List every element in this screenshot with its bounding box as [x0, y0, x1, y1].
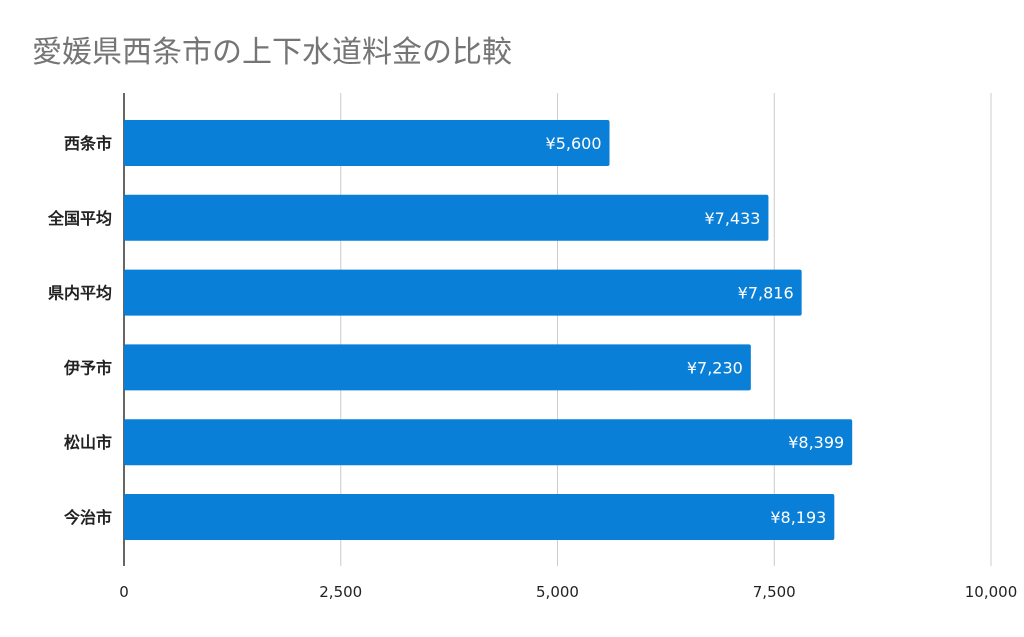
data-label: ¥8,399 [788, 433, 844, 452]
bar [124, 269, 802, 316]
data-label: ¥7,433 [704, 209, 760, 228]
x-tick-label: 5,000 [536, 583, 579, 601]
x-tick-label: 2,500 [319, 583, 362, 601]
x-tick-label: 0 [119, 583, 129, 601]
y-category-label: 伊予市 [63, 358, 112, 377]
chart-title: 愛媛県西条市の上下水道料金の比較 [32, 35, 512, 70]
y-category-label: 今治市 [63, 508, 112, 527]
y-category-label: 全国平均 [47, 209, 112, 228]
y-category-label: 県内平均 [48, 284, 112, 303]
data-label: ¥7,816 [738, 284, 794, 303]
bar [124, 344, 751, 391]
data-label: ¥7,230 [687, 358, 743, 377]
x-tick-label: 10,000 [965, 583, 1018, 601]
x-tick-label: 7,500 [753, 583, 796, 601]
bar [124, 419, 853, 466]
bar [124, 194, 769, 241]
y-category-label: 松山市 [64, 433, 112, 452]
bar [124, 120, 610, 166]
data-label: ¥5,600 [546, 134, 602, 153]
bar [124, 494, 835, 540]
data-label: ¥8,193 [770, 508, 826, 527]
y-category-label: 西条市 [64, 134, 112, 153]
